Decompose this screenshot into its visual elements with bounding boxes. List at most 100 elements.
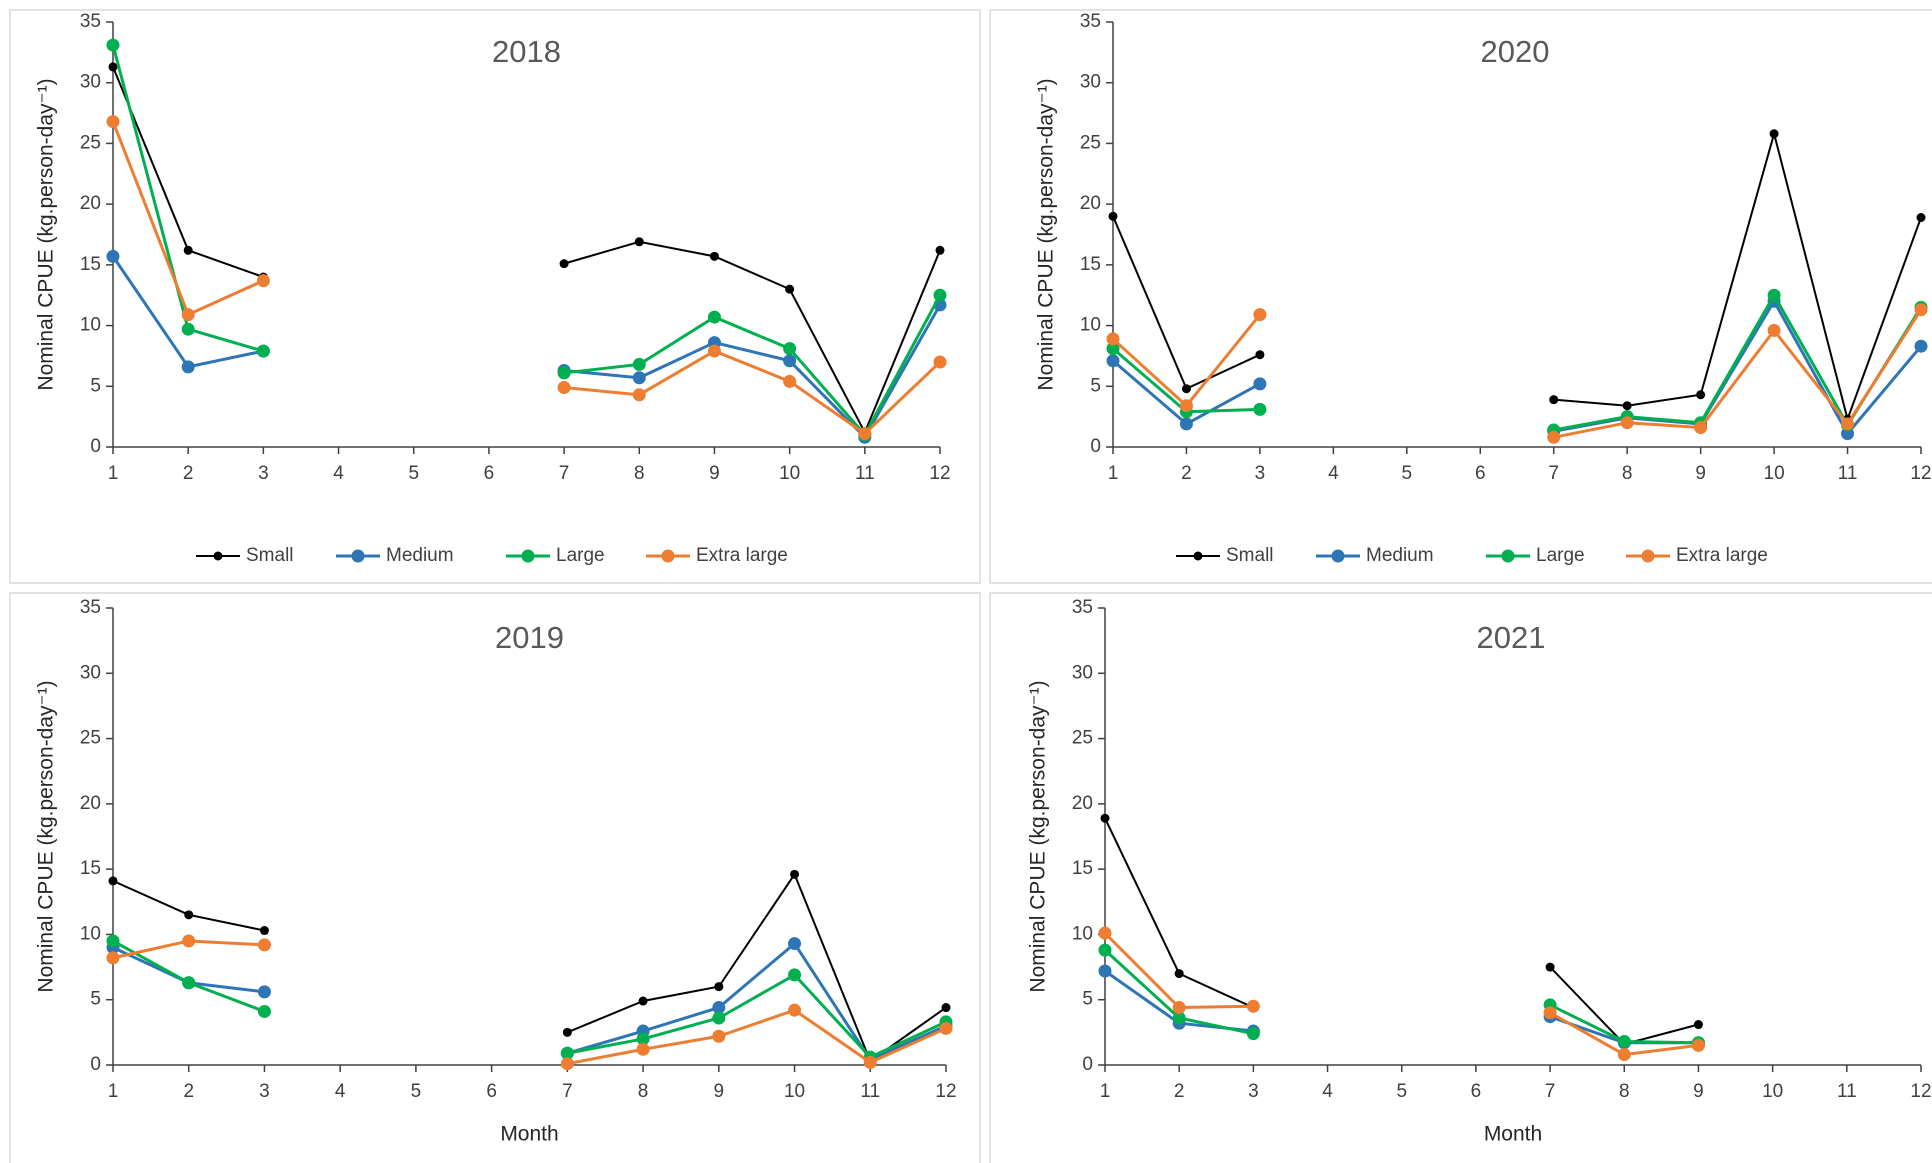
x-tick-label: 1 (1108, 463, 1119, 484)
y-tick-label: 35 (1080, 11, 1101, 32)
data-point (106, 115, 120, 129)
y-tick-label: 20 (80, 193, 101, 214)
x-tick-label: 4 (333, 463, 344, 484)
data-point (941, 1003, 951, 1013)
y-tick-label: 30 (1072, 662, 1093, 683)
y-tick-label: 5 (90, 989, 101, 1010)
data-point (1174, 969, 1184, 979)
y-tick-label: 5 (1090, 375, 1101, 396)
data-point (106, 951, 120, 965)
x-tick-label: 10 (784, 1081, 805, 1102)
data-point (788, 968, 802, 982)
data-point (785, 284, 795, 294)
data-point (632, 388, 646, 402)
data-point (790, 869, 800, 879)
data-point (106, 934, 120, 948)
data-point (257, 985, 271, 999)
data-point (1622, 401, 1632, 411)
x-tick-label: 9 (709, 463, 720, 484)
x-tick-label: 7 (1545, 1081, 1556, 1102)
y-axis-label: Nominal CPUE (kg.person-day⁻¹) (35, 78, 58, 390)
panel-border (989, 592, 1932, 1163)
y-tick-label: 25 (80, 132, 101, 153)
data-point (636, 1032, 650, 1046)
x-tick-label: 8 (1622, 463, 1633, 484)
x-tick-label: 7 (1548, 463, 1559, 484)
x-tick-label: 10 (1762, 1081, 1783, 1102)
y-axis-label: Nominal CPUE (kg.person-day⁻¹) (35, 680, 58, 992)
data-point (108, 876, 118, 886)
x-axis-label: Month (1484, 1123, 1542, 1146)
y-tick-label: 30 (80, 662, 101, 683)
data-point (1916, 213, 1926, 222)
x-axis-label: Month (500, 1123, 558, 1146)
x-tick-label: 6 (1475, 463, 1486, 484)
x-tick-label: 8 (1619, 1081, 1630, 1102)
y-tick-label: 35 (80, 597, 101, 618)
data-point (1246, 999, 1260, 1013)
data-point (184, 910, 194, 920)
x-tick-label: 8 (634, 463, 645, 484)
legend-label: Medium (386, 545, 454, 566)
x-tick-label: 2 (183, 463, 194, 484)
x-tick-label: 11 (855, 463, 875, 484)
panel-border (989, 9, 1932, 584)
y-tick-label: 0 (1090, 436, 1101, 457)
x-tick-label: 5 (1396, 1081, 1407, 1102)
panel-border (9, 9, 981, 584)
data-point (788, 937, 802, 951)
data-point (1172, 1011, 1186, 1025)
data-point (1179, 399, 1193, 413)
data-point (557, 381, 571, 394)
x-tick-label: 2 (1181, 463, 1192, 484)
data-point (1253, 308, 1267, 322)
data-point (1767, 288, 1781, 302)
x-tick-label: 5 (1402, 463, 1413, 484)
y-tick-label: 25 (1080, 132, 1101, 153)
y-tick-label: 0 (90, 1054, 101, 1075)
data-point (1172, 1001, 1186, 1015)
legend-marker (521, 549, 535, 563)
data-point (1179, 417, 1193, 431)
data-point (783, 354, 797, 368)
chart-title: 2020 (1481, 34, 1550, 69)
x-tick-label: 9 (1695, 463, 1706, 484)
x-tick-label: 3 (1255, 463, 1266, 484)
y-tick-label: 25 (1072, 728, 1093, 749)
legend-marker (1331, 549, 1345, 563)
x-tick-label: 8 (638, 1081, 649, 1102)
data-point (182, 934, 196, 948)
data-point (1841, 417, 1855, 431)
x-tick-label: 6 (1471, 1081, 1482, 1102)
y-tick-label: 5 (90, 375, 101, 396)
y-tick-label: 10 (80, 315, 101, 336)
data-point (1246, 1027, 1260, 1041)
data-point (1100, 813, 1110, 823)
x-tick-label: 4 (335, 1081, 346, 1102)
chart-title: 2019 (495, 620, 564, 655)
x-tick-label: 6 (484, 463, 495, 484)
data-point (1545, 962, 1555, 972)
y-tick-label: 15 (1072, 858, 1093, 879)
legend-label: Large (1536, 545, 1585, 566)
data-point (1098, 943, 1112, 957)
data-point (1098, 964, 1112, 978)
x-tick-label: 11 (860, 1081, 880, 1102)
data-point (858, 427, 872, 441)
data-point (1543, 1006, 1557, 1020)
legend-marker (351, 549, 365, 563)
x-tick-label: 3 (259, 1081, 270, 1102)
legend-label: Extra large (1676, 545, 1768, 566)
data-point (636, 1042, 650, 1056)
data-point (1098, 926, 1112, 940)
x-tick-label: 3 (1248, 1081, 1259, 1102)
data-point (559, 259, 569, 269)
legend-marker (1501, 549, 1515, 563)
x-tick-label: 5 (408, 463, 419, 484)
x-tick-label: 10 (779, 463, 800, 484)
x-tick-label: 6 (486, 1081, 497, 1102)
y-tick-label: 10 (80, 923, 101, 944)
data-point (183, 245, 193, 255)
